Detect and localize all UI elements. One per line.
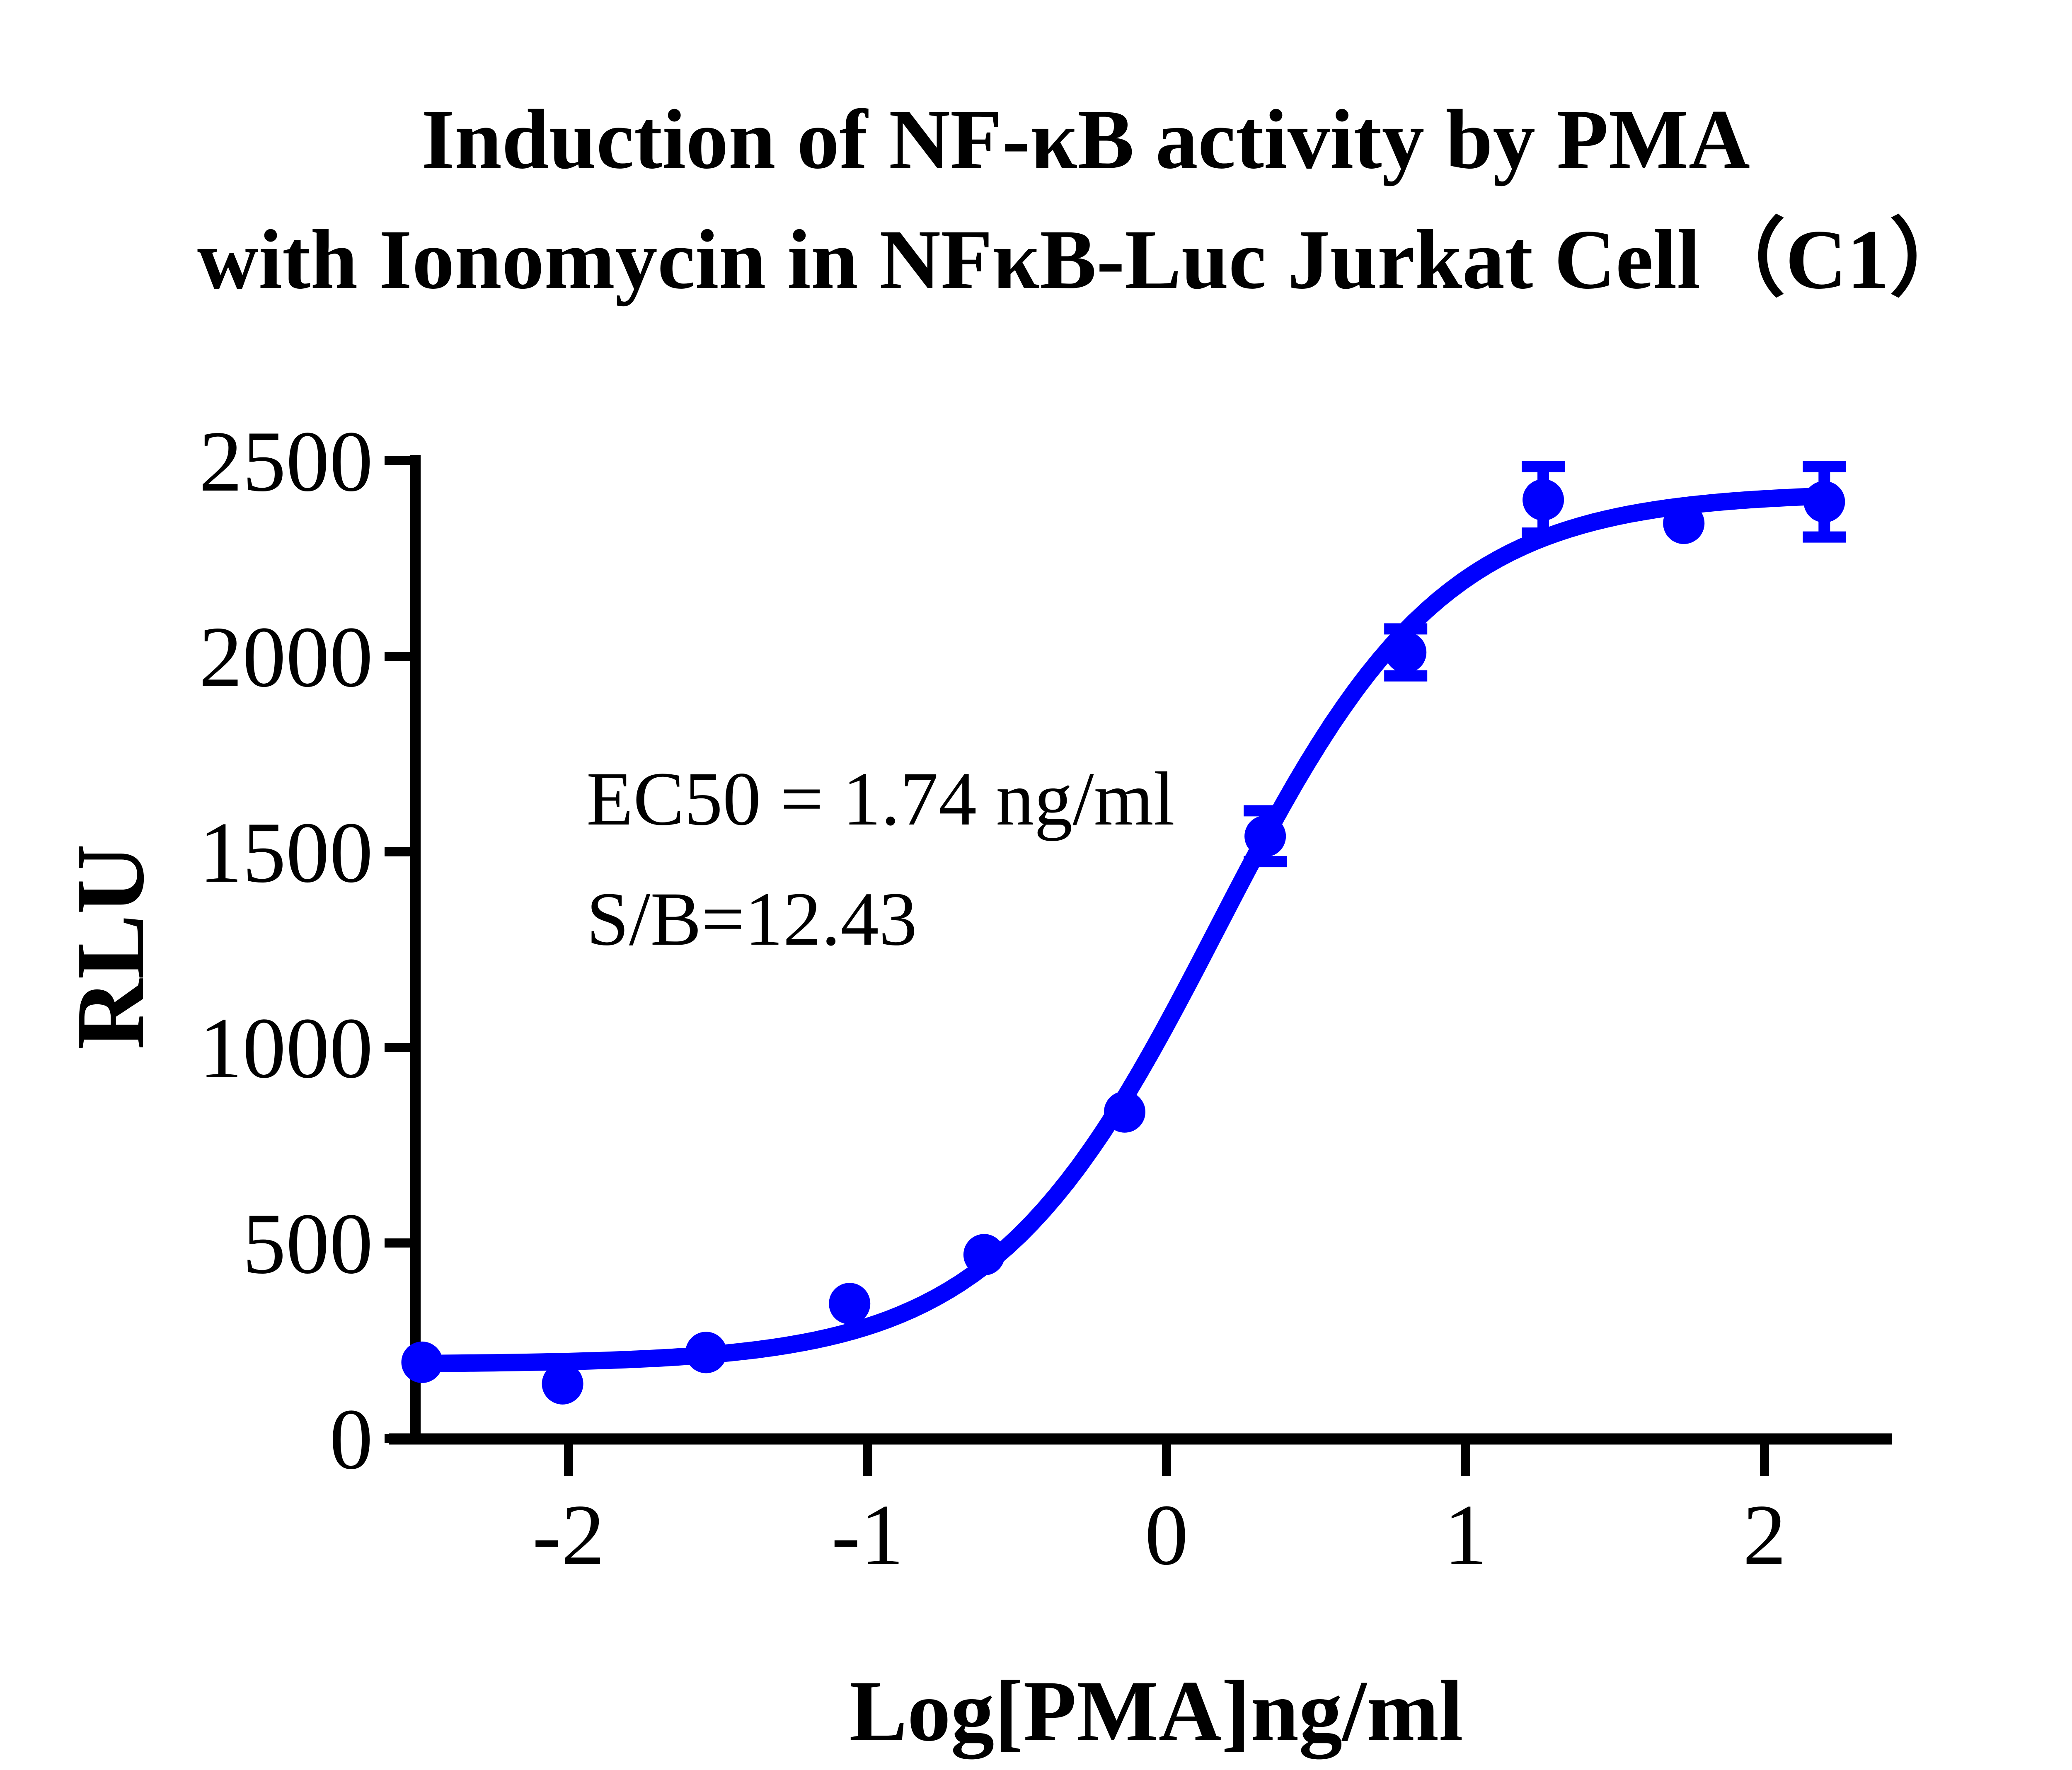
y-tick-label: 0: [329, 1391, 373, 1487]
x-tick-label: -1: [831, 1487, 904, 1583]
x-tick-label: 2: [1743, 1487, 1786, 1583]
x-axis-title: Log[PMA]ng/ml: [849, 1663, 1463, 1759]
fit-annotation: EC50 = 1.74 ng/ml S/B=12.43: [586, 757, 1175, 962]
data-point: [1385, 631, 1427, 673]
data-point: [1663, 503, 1705, 544]
y-tick-label: 1000: [199, 1000, 373, 1096]
data-point: [1104, 1091, 1145, 1133]
data-point: [685, 1332, 727, 1373]
data-points: [401, 479, 1845, 1405]
chart-title-line2: with Ionomycin in NFκB-Luc Jurkat Cell（C…: [197, 213, 1974, 307]
y-tick-label: 1500: [199, 805, 373, 901]
y-axis-title: RLU: [56, 844, 164, 1049]
x-tick-label: 0: [1145, 1487, 1188, 1583]
y-tick-label: 500: [242, 1196, 373, 1292]
data-point: [1244, 815, 1286, 857]
y-axis-ticks: 0 500 1000 1500 2000 2500: [199, 413, 415, 1487]
x-tick-label: 1: [1444, 1487, 1487, 1583]
y-tick-label: 2500: [199, 413, 373, 510]
data-point: [829, 1283, 871, 1325]
chart-title-line1: Induction of NF-κB activity by PMA: [421, 92, 1750, 186]
data-point: [963, 1234, 1005, 1276]
axes: [389, 455, 1892, 1445]
data-point: [401, 1341, 443, 1383]
sb-annotation: S/B=12.43: [586, 877, 917, 962]
ec50-annotation: EC50 = 1.74 ng/ml: [586, 757, 1175, 841]
chart-title: Induction of NF-κB activity by PMA with …: [197, 92, 1974, 307]
y-tick-label: 2000: [199, 609, 373, 705]
data-point: [1523, 479, 1564, 521]
x-tick-label: -2: [533, 1487, 605, 1583]
x-axis-ticks: -2 -1 0 1 2: [533, 1439, 1786, 1583]
data-point: [542, 1363, 583, 1405]
data-point: [1803, 481, 1845, 523]
error-bars: [1244, 461, 1846, 868]
